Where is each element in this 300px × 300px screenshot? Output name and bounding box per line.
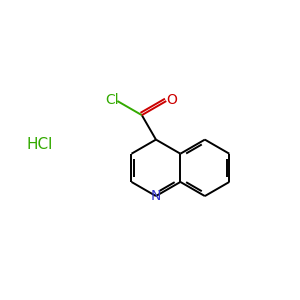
Text: O: O: [166, 93, 177, 107]
Text: Cl: Cl: [105, 93, 119, 107]
Text: N: N: [151, 189, 161, 203]
Text: HCl: HCl: [27, 136, 53, 152]
